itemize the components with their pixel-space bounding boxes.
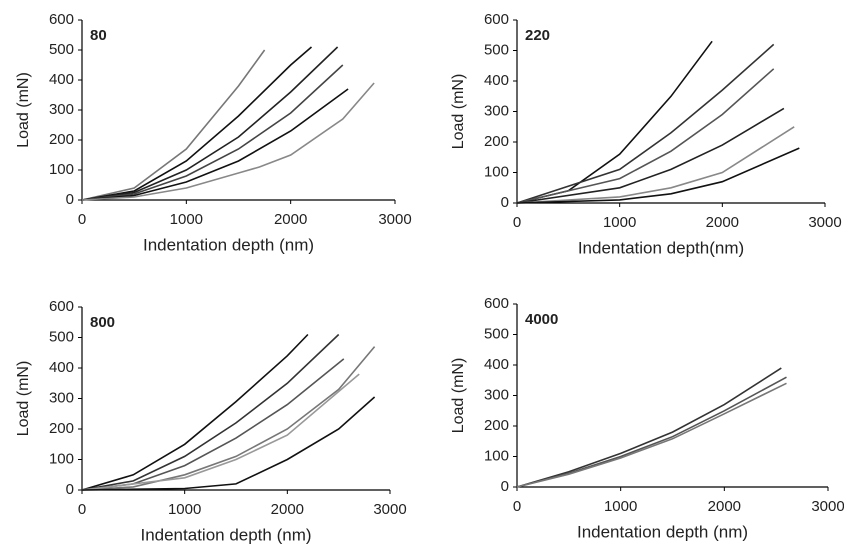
y-tick-label: 0: [66, 191, 74, 208]
y-tick-label: 300: [484, 102, 509, 119]
load-curve: [516, 376, 787, 488]
y-tick-label: 600: [49, 11, 74, 28]
load-curve: [81, 64, 344, 201]
panel-label: 220: [525, 27, 550, 44]
y-tick-label: 300: [484, 386, 509, 403]
y-tick-label: 400: [49, 359, 74, 376]
y-tick-label: 100: [484, 447, 509, 464]
x-tick-label: 2000: [271, 501, 304, 518]
panel-label: 4000: [525, 311, 558, 328]
x-tick-label: 0: [513, 498, 521, 515]
y-tick-label: 0: [501, 478, 509, 495]
y-axis-label: Load (mN): [450, 358, 467, 434]
x-axis-label: Indentation depth (nm): [577, 522, 748, 541]
x-tick-label: 3000: [373, 501, 406, 518]
y-tick-label: 400: [484, 356, 509, 373]
x-tick-label: 0: [78, 211, 86, 228]
x-tick-label: 2000: [274, 211, 307, 228]
y-axis-label: Load (mN): [15, 72, 32, 148]
y-tick-label: 200: [484, 417, 509, 434]
load-curve: [81, 346, 376, 491]
load-curve: [81, 396, 376, 491]
load-curve: [516, 43, 775, 204]
load-curve: [81, 358, 345, 491]
load-curve: [516, 107, 785, 204]
x-tick-label: 1000: [604, 498, 637, 515]
y-tick-label: 200: [484, 133, 509, 150]
y-tick-label: 200: [49, 131, 74, 148]
y-tick-label: 500: [49, 328, 74, 345]
x-tick-label: 1000: [170, 211, 203, 228]
y-tick-label: 0: [501, 194, 509, 211]
x-tick-label: 0: [78, 501, 86, 518]
load-curve: [81, 49, 266, 201]
load-curve: [81, 46, 313, 201]
y-tick-label: 600: [484, 295, 509, 312]
panel-label: 800: [90, 314, 115, 331]
y-axis-label: Load (mN): [15, 361, 32, 437]
x-tick-label: 2000: [708, 498, 741, 515]
y-axis-label: Load (mN): [450, 74, 467, 150]
x-tick-label: 2000: [706, 214, 739, 231]
x-tick-label: 1000: [603, 214, 636, 231]
panel-label: 80: [90, 27, 107, 44]
load-curve: [81, 88, 349, 201]
load-curve: [81, 46, 339, 201]
x-axis-label: Indentation depth(nm): [578, 238, 744, 257]
x-axis-label: Indentation depth (nm): [143, 235, 314, 254]
load-curve: [516, 147, 800, 204]
load-curve: [81, 333, 340, 491]
y-tick-label: 500: [49, 41, 74, 58]
x-tick-label: 3000: [808, 214, 841, 231]
y-tick-label: 500: [484, 325, 509, 342]
y-tick-label: 600: [49, 298, 74, 315]
y-tick-label: 500: [484, 41, 509, 58]
load-curve: [516, 382, 787, 488]
y-tick-label: 100: [49, 450, 74, 467]
load-curve: [81, 333, 309, 491]
load-curve: [516, 68, 775, 204]
y-tick-label: 300: [49, 389, 74, 406]
x-tick-label: 1000: [168, 501, 201, 518]
load-curve: [81, 373, 360, 491]
y-tick-label: 0: [66, 481, 74, 498]
y-tick-label: 300: [49, 101, 74, 118]
x-tick-label: 0: [513, 214, 521, 231]
y-tick-label: 200: [49, 420, 74, 437]
y-tick-label: 100: [484, 163, 509, 180]
load-curve: [516, 367, 782, 488]
x-tick-label: 3000: [378, 211, 411, 228]
y-tick-label: 400: [49, 71, 74, 88]
y-tick-label: 400: [484, 72, 509, 89]
x-tick-label: 3000: [811, 498, 844, 515]
load-curve: [516, 126, 795, 204]
y-tick-label: 600: [484, 11, 509, 28]
load-curve: [81, 82, 375, 201]
x-axis-label: Indentation depth (nm): [140, 525, 311, 544]
y-tick-label: 100: [49, 161, 74, 178]
